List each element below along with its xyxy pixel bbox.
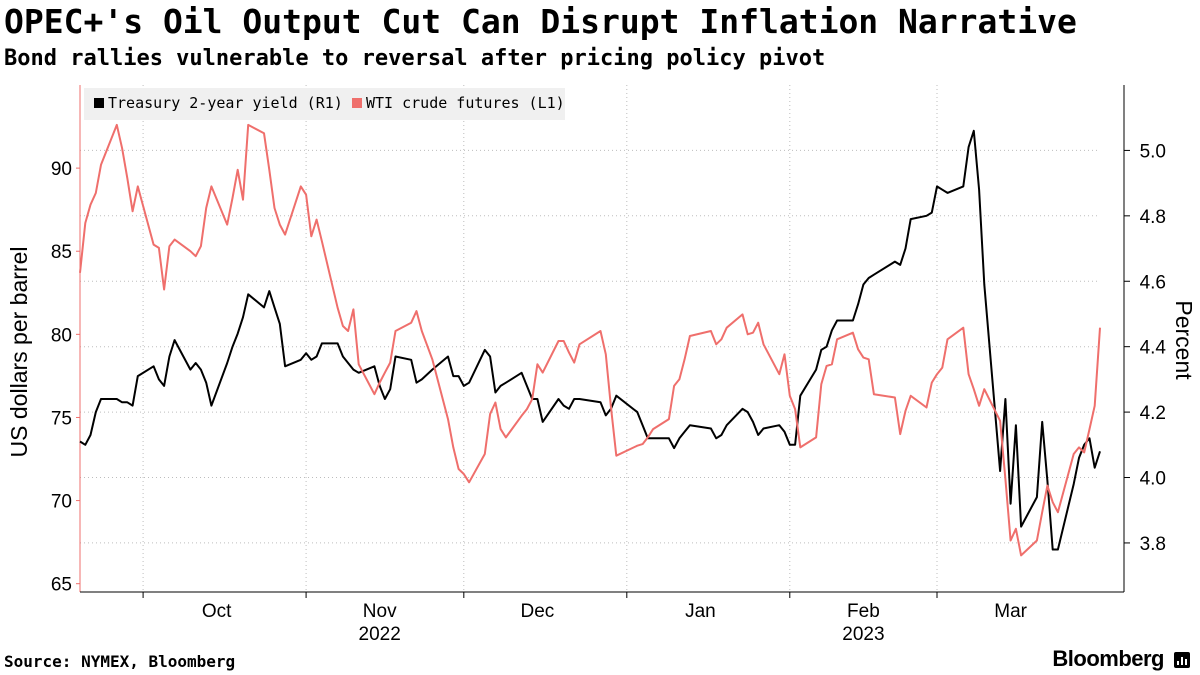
left-tick-label: 65 — [51, 575, 72, 596]
left-tick-label: 85 — [51, 242, 72, 263]
right-tick-label: 4.2 — [1140, 403, 1166, 424]
yield-series-line — [79, 129, 1101, 551]
x-tick-label: Feb — [847, 601, 880, 622]
bloomberg-terminal-icon — [1174, 652, 1190, 668]
x-tick-label: Dec — [521, 601, 555, 622]
left-axis-title: US dollars per barrel — [6, 247, 32, 458]
x-tick-label: Oct — [202, 601, 232, 622]
right-axis-title: Percent — [1171, 300, 1197, 380]
x-tick-label: Nov — [363, 601, 397, 622]
left-tick-label: 80 — [51, 325, 72, 346]
legend: Treasury 2-year yield (R1) WTI crude fut… — [84, 88, 565, 120]
legend-label-yield: Treasury 2-year yield (R1) — [108, 94, 343, 112]
x-tick-label: Mar — [994, 601, 1027, 622]
right-tick-label: 4.6 — [1140, 272, 1166, 293]
oil-series-line — [79, 123, 1101, 557]
right-tick-label: 4.8 — [1140, 207, 1166, 228]
legend-label-oil: WTI crude futures (L1) — [366, 94, 565, 112]
left-tick-label: 75 — [51, 408, 72, 429]
right-tick-label: 5.0 — [1140, 141, 1166, 162]
left-tick-label: 70 — [51, 492, 72, 513]
right-tick-label: 4.4 — [1140, 338, 1167, 359]
chart-title: OPEC+'s Oil Output Cut Can Disrupt Infla… — [4, 2, 1077, 41]
x-tick-label: Jan — [685, 601, 716, 622]
right-tick-label: 3.8 — [1140, 534, 1166, 555]
legend-swatch-oil — [352, 98, 362, 108]
line-chart: 65 70 75 80 85 90 3.8 4.0 4.2 4.4 4.6 4.8 5.0 Oct Nov D… — [6, 85, 1197, 640]
chart-subtitle: Bond rallies vulnerable to reversal afte… — [4, 46, 826, 71]
legend-background — [84, 88, 565, 120]
year-label: 2022 — [359, 624, 401, 640]
right-tick-label: 4.0 — [1140, 469, 1166, 490]
source-note: Source: NYMEX, Bloomberg — [4, 652, 236, 671]
grid-lines — [80, 85, 1100, 592]
year-label: 2023 — [842, 624, 884, 640]
axes: 65 70 75 80 85 90 3.8 4.0 4.2 4.4 4.6 4.8 5.0 Oct Nov D… — [51, 85, 1167, 640]
legend-swatch-yield — [94, 98, 104, 108]
left-tick-label: 90 — [51, 159, 72, 180]
bloomberg-logo: Bloomberg — [1052, 646, 1164, 671]
series-lines — [79, 123, 1101, 557]
